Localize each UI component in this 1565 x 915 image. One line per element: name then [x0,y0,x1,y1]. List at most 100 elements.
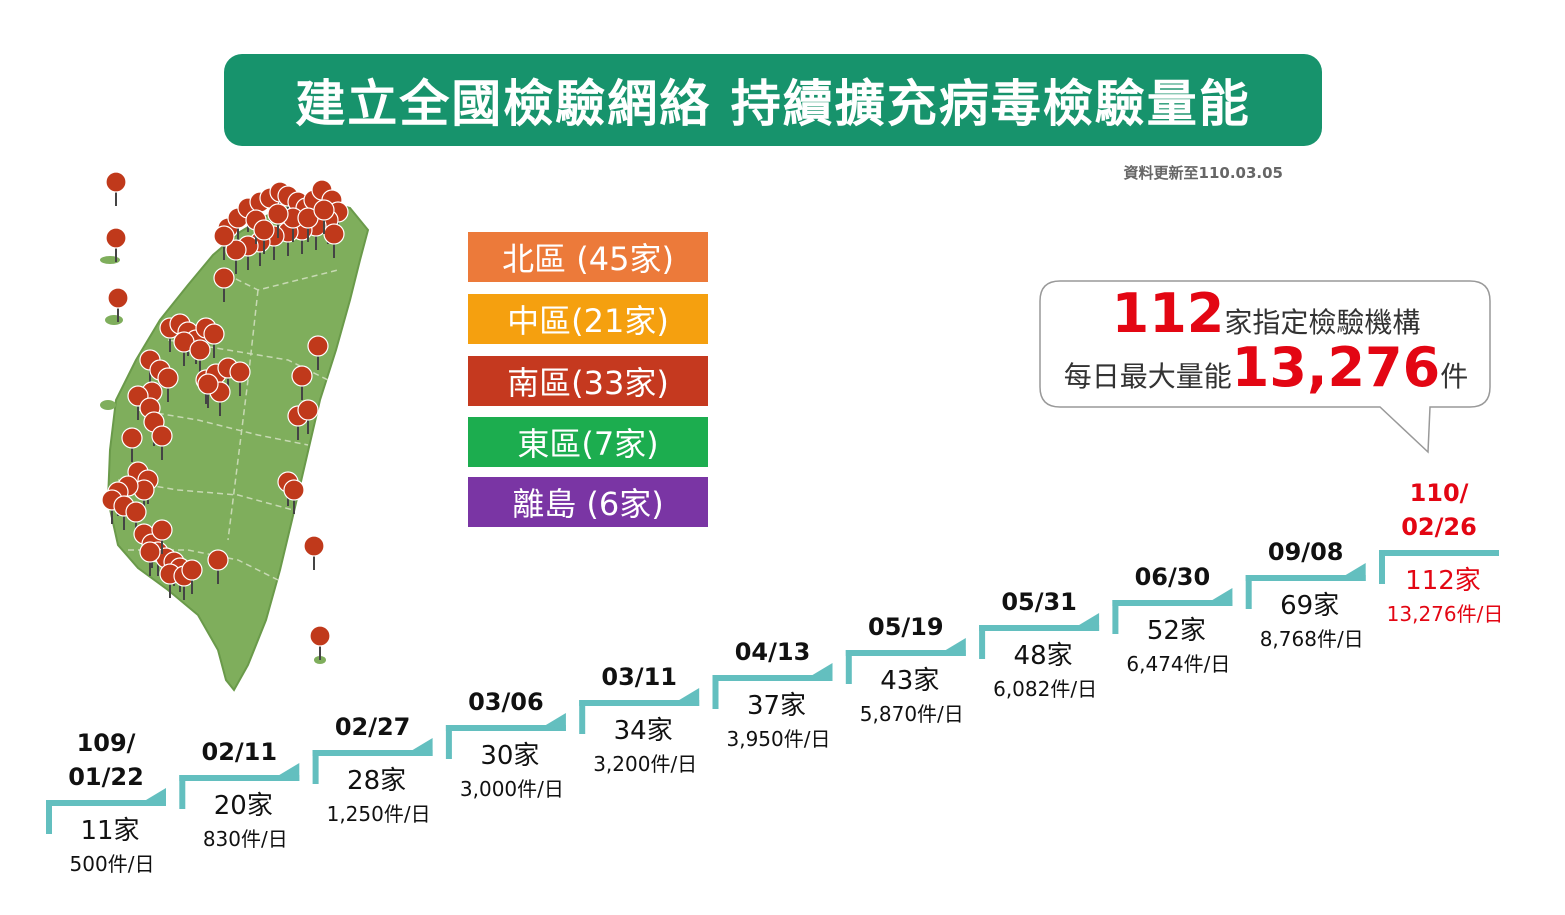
timeline-date: 05/19 [868,613,944,641]
timeline-step-riser [845,650,852,684]
timeline-step-tread [1112,600,1233,606]
callout-lab-count: 112 [1111,282,1225,345]
timeline-step-riser [712,675,719,709]
lab-pin-icon [303,535,325,557]
lab-pin-icon [203,323,225,345]
lab-pin-icon [229,361,251,383]
callout-capacity-value: 13,276 [1231,336,1441,399]
lab-pin-icon [253,219,275,241]
timeline-date: 06/30 [1134,563,1211,591]
lab-pin-icon [291,365,313,387]
timeline-date: 03/11 [601,663,677,691]
timeline-capacity: 500件/日 [69,852,155,876]
update-note: 資料更新至110.03.05 [1123,164,1283,182]
legend-item-north: 北區 (45家) [468,232,708,282]
timeline-capacity: 5,870件/日 [859,702,964,726]
timeline-step-tread [312,750,433,756]
timeline-lab-count: 48家 [1013,641,1073,671]
timeline-capacity: 1,250件/日 [326,802,431,826]
callout-line-2: 每日最大量能13,276件 [1042,336,1490,399]
lab-pin-icon [157,367,179,389]
timeline-step-tread [579,700,700,706]
lab-pins [101,171,349,660]
lab-pin-icon [151,425,173,447]
timeline-capacity: 830件/日 [202,827,288,851]
lab-pin-icon [121,427,143,449]
timeline-step-arrow [146,788,166,806]
lab-pin-icon [189,339,211,361]
callout-lab-label: 家指定檢驗機構 [1224,306,1421,339]
title-banner: 建立全國檢驗網絡 持續擴充病毒檢驗量能 [224,54,1322,146]
timeline-date: 02/11 [201,738,278,766]
lab-pin-icon [181,559,203,581]
timeline-step-arrow [1345,563,1366,581]
lab-pin-icon [151,519,173,541]
timeline-step-tread [979,625,1100,631]
timeline-step-tread [46,800,166,806]
timeline-step-riser [46,800,52,834]
timeline-capacity: 3,950件/日 [726,727,831,751]
timeline-step-tread [1379,550,1499,556]
lab-pin-icon [213,225,235,247]
timeline-lab-count: 37家 [746,691,807,721]
taiwan-map-graphic [100,171,370,692]
timeline-step-riser [1379,550,1385,584]
lab-pin-icon [207,549,229,571]
timeline-lab-count: 20家 [213,791,273,821]
timeline-step-arrow [945,638,966,656]
lab-pin-icon [307,335,329,357]
legend-item-central: 中區(21家) [468,294,708,344]
timeline-lab-count: 112家 [1405,566,1481,596]
timeline-step-riser [979,625,986,659]
timeline-capacity: 8,768件/日 [1259,627,1364,651]
lab-pin-icon [313,199,335,221]
timeline-step-arrow [545,713,566,731]
timeline-capacity: 6,082件/日 [993,677,1098,701]
lab-pin-icon [197,373,219,395]
timeline-lab-count: 69家 [1280,591,1340,621]
timeline-step-arrow [679,688,700,706]
callout-line-1: 112家指定檢驗機構 [1042,282,1490,345]
timeline-lab-count: 28家 [347,766,407,796]
page-title: 建立全國檢驗網絡 持續擴充病毒檢驗量能 [295,75,1251,133]
timeline-lab-count: 34家 [613,716,673,746]
timeline-lab-count: 30家 [480,741,540,771]
timeline-step-arrow [1079,613,1100,631]
timeline-step-riser [445,725,452,759]
timeline-lab-count: 43家 [880,666,940,696]
timeline-date: 109/ 01/22 [68,729,144,791]
legend-item-south: 南區(33家) [468,356,708,406]
callout-capacity-unit: 件 [1440,360,1469,393]
legend-item-islands: 離島 (6家) [468,477,708,527]
timeline-capacity: 6,474件/日 [1126,652,1231,676]
timeline-step-riser [312,750,319,784]
lab-pin-icon [213,267,235,289]
timeline-step-arrow [412,738,433,756]
timeline-lab-count: 52家 [1146,616,1206,646]
lab-pin-icon [297,399,319,421]
timeline-step-arrow [279,763,300,781]
penghu-island [100,400,116,410]
timeline-step-riser [179,775,186,809]
timeline-step-tread [712,675,833,681]
timeline-date: 110/ 02/26 [1401,479,1477,541]
timeline-step-riser [1245,575,1252,609]
timeline-step-arrow [1212,588,1233,606]
timeline-capacity: 13,276件/日 [1386,602,1504,626]
timeline-capacity: 3,000件/日 [459,777,564,801]
timeline-date: 03/06 [468,688,544,716]
timeline-lab-count: 11家 [80,816,140,846]
taiwan-map [88,160,388,700]
lab-pin-icon [283,479,305,501]
timeline-step-riser [1112,600,1119,634]
lab-pin-icon [125,501,147,523]
timeline-step-tread [445,725,566,731]
timeline-date: 04/13 [734,638,811,666]
timeline-date: 02/27 [334,713,411,741]
lab-pin-icon [105,171,127,193]
timeline-step-riser [579,700,586,734]
timeline-step-tread [179,775,300,781]
timeline-date: 09/08 [1267,538,1344,566]
